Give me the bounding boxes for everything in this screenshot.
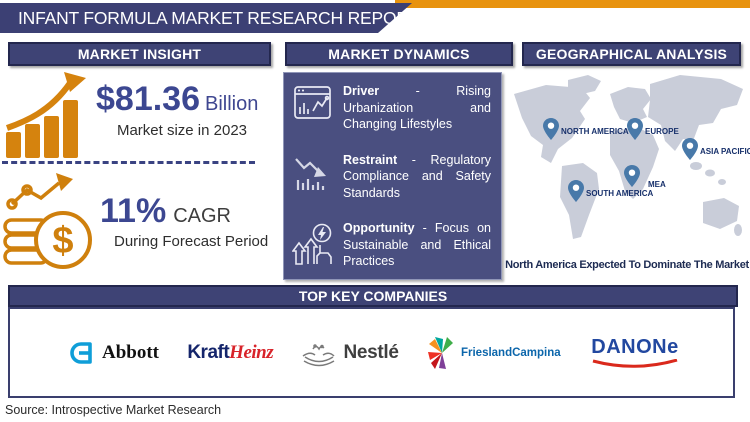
dynamics-restraint-row: Restraint - Regulatory Compliance and Sa… bbox=[292, 152, 491, 202]
declining-chart-icon bbox=[292, 152, 334, 192]
market-size-unit: Billion bbox=[205, 93, 259, 115]
dashed-divider bbox=[2, 161, 255, 164]
kraft-heinz-logo: Kraft Heinz bbox=[187, 342, 273, 364]
danone-wordmark: DANONe bbox=[591, 336, 679, 358]
kraft-wordmark: Kraft bbox=[187, 341, 230, 363]
region-label: SOUTH AMERICA bbox=[586, 189, 654, 198]
location-pin-icon bbox=[624, 165, 640, 187]
coins-dollar-icon: $ bbox=[3, 172, 99, 275]
report-header: INFANT FORMULA MARKET RESEARCH REPORT bbox=[0, 3, 412, 33]
pin-asia-pacific: ASIA PACIFIC bbox=[682, 138, 750, 160]
heinz-wordmark: Heinz bbox=[229, 341, 274, 363]
red-smile-arc-icon bbox=[592, 359, 678, 368]
cagr-value: 11% bbox=[100, 192, 167, 230]
dynamics-opportunity-text: Opportunity - Focus on Sustainable and E… bbox=[343, 221, 491, 268]
pin-north-america: NORTH AMERICA bbox=[543, 118, 629, 140]
companies-panel: Abbott Kraft Heinz Nestlé bbox=[8, 307, 735, 398]
market-size-caption: Market size in 2023 bbox=[116, 122, 248, 139]
report-title: INFANT FORMULA MARKET RESEARCH REPORT bbox=[18, 8, 420, 28]
region-label: EUROPE bbox=[645, 127, 679, 136]
world-map-graphic bbox=[514, 75, 743, 239]
abbott-wordmark: Abbott bbox=[102, 341, 160, 363]
region-label: MEA bbox=[648, 180, 666, 189]
cagr-stat: 11% CAGR During Forecast Period bbox=[100, 192, 269, 250]
market-dynamics-title-bar: MARKET DYNAMICS bbox=[285, 42, 513, 66]
nest-icon bbox=[303, 343, 335, 366]
bar-chart-growth-icon bbox=[4, 70, 96, 165]
nestle-wordmark: Nestlé bbox=[343, 341, 399, 363]
market-size-stat: $81.36 Billion Market size in 2023 bbox=[96, 80, 268, 139]
dynamics-opportunity-row: Opportunity - Focus on Sustainable and E… bbox=[292, 220, 491, 270]
top-key-companies-title: TOP KEY COMPANIES bbox=[298, 288, 448, 304]
geographical-analysis-title: GEOGRAPHICAL ANALYSIS bbox=[535, 46, 728, 62]
dynamics-restraint-text: Restraint - Regulatory Compliance and Sa… bbox=[343, 152, 491, 200]
danone-logo: DANONe bbox=[589, 336, 681, 369]
location-pin-icon bbox=[682, 138, 698, 160]
market-size-value: $81.36 bbox=[96, 80, 200, 118]
geographical-analysis-title-bar: GEOGRAPHICAL ANALYSIS bbox=[522, 42, 741, 66]
dashboard-chart-icon bbox=[292, 83, 334, 123]
region-label: NORTH AMERICA bbox=[561, 127, 629, 136]
abbott-logo: Abbott bbox=[68, 339, 159, 367]
header-orange-accent bbox=[395, 0, 750, 8]
region-label: ASIA PACIFIC bbox=[700, 147, 750, 156]
market-insight-title: MARKET INSIGHT bbox=[77, 46, 202, 62]
cagr-label: CAGR bbox=[173, 205, 231, 227]
location-pin-icon bbox=[627, 118, 643, 140]
dynamics-driver-text: Driver - Rising Urbanization and Changin… bbox=[343, 84, 491, 131]
location-pin-icon bbox=[568, 180, 584, 202]
pin-europe: EUROPE bbox=[627, 118, 679, 140]
growth-opportunity-icon bbox=[292, 220, 334, 266]
pin-south-america: SOUTH AMERICA bbox=[568, 180, 653, 202]
geo-caption: North America Expected To Dominate The M… bbox=[505, 259, 749, 271]
abbott-a-icon bbox=[70, 341, 92, 364]
frieslandcampina-logo: FrieslandCampina bbox=[427, 335, 561, 371]
source-note: Source: Introspective Market Research bbox=[5, 403, 222, 417]
location-pin-icon bbox=[543, 118, 559, 140]
dynamics-driver-row: Driver - Rising Urbanization and Changin… bbox=[292, 83, 491, 133]
svg-text:$: $ bbox=[52, 220, 73, 262]
cagr-caption: During Forecast Period bbox=[114, 233, 269, 250]
market-dynamics-panel: Driver - Rising Urbanization and Changin… bbox=[283, 72, 502, 280]
pin-mea: MEA bbox=[624, 165, 666, 189]
frieslandcampina-wordmark: FrieslandCampina bbox=[460, 346, 561, 359]
multicolor-star-icon bbox=[427, 336, 453, 369]
nestle-logo: Nestlé bbox=[301, 339, 399, 367]
market-dynamics-title: MARKET DYNAMICS bbox=[328, 46, 470, 62]
world-map: NORTH AMERICA EUROPE ASIA PACIFIC MEA bbox=[510, 70, 750, 256]
top-key-companies-title-bar: TOP KEY COMPANIES bbox=[8, 285, 738, 307]
market-insight-title-bar: MARKET INSIGHT bbox=[8, 42, 271, 66]
